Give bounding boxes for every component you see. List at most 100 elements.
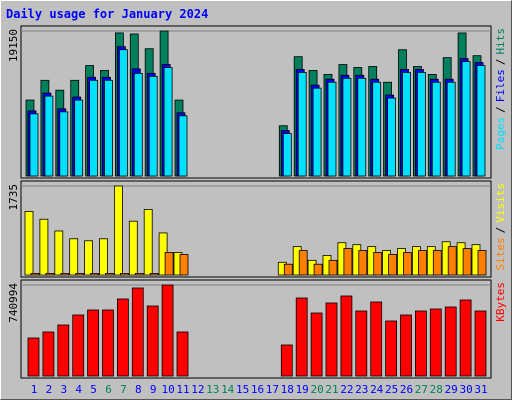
x-tick-label: 8 [135,383,142,396]
x-tick-label: 19 [296,383,309,396]
bar [117,298,129,377]
x-tick-label: 18 [281,383,294,396]
bar [131,287,144,377]
x-tick-label: 15 [236,383,249,396]
bar [42,331,55,377]
bar [476,65,486,177]
bar [99,238,108,276]
bar [310,312,323,377]
x-tick-label: 7 [120,383,127,396]
bar [312,87,322,177]
bar [282,133,292,177]
x-tick-label: 20 [310,383,323,396]
x-tick-label: 22 [340,383,353,396]
bar [90,273,99,276]
bar [57,324,70,377]
bar [143,209,153,276]
bar [30,273,40,276]
bar [343,248,353,276]
x-tick-label: 21 [325,383,338,396]
x-tick-label: 12 [191,383,204,396]
bar [89,79,98,177]
bar [120,273,129,276]
bar [462,248,472,276]
x-tick-label: 10 [161,383,174,396]
x-tick-label: 16 [251,383,264,396]
legend: KBytes [494,282,507,322]
x-tick-label: 28 [430,383,443,396]
bar [385,320,398,377]
legend-separator: / [494,59,507,66]
bar [325,302,338,377]
x-tick-label: 27 [415,383,428,396]
y-tick-label: 19150 [7,29,20,62]
bar [370,301,383,377]
x-tick-label: 24 [370,383,384,396]
x-tick-label: 31 [474,383,487,396]
bar [87,309,99,377]
bar [104,79,113,177]
x-tick-label: 6 [105,383,112,396]
y-tick-label: 740994 [7,283,20,323]
legend-entry: Files [494,69,507,102]
x-tick-label: 23 [355,383,368,396]
legend-entry: KBytes [494,282,507,322]
legend: Pages / Files / Hits [494,28,507,150]
bar [402,72,411,177]
x-tick-label: 1 [31,383,38,396]
bar [342,77,352,177]
bar [328,259,338,276]
bar [178,115,188,177]
bar [403,252,412,276]
legend-entry: Hits [494,28,507,55]
bar [400,314,412,377]
x-tick-label: 17 [266,383,279,396]
bar [75,273,85,276]
bar [24,210,34,276]
bar [474,310,487,377]
bar [357,77,367,177]
bar [72,314,85,377]
x-tick-label: 25 [385,383,398,396]
x-tick-label: 14 [221,383,235,396]
bar [461,61,471,177]
x-tick-label: 13 [206,383,219,396]
bar [477,250,487,276]
bar [459,299,472,377]
bar [373,252,383,276]
x-tick-label: 5 [90,383,97,396]
x-tick-label: 26 [400,383,413,396]
bar [298,250,308,276]
bar [128,220,138,276]
bar [416,72,426,177]
bar [102,309,114,377]
bar [388,254,398,276]
legend-entry: Sites [494,237,507,270]
x-tick-label: 3 [60,383,67,396]
bar [146,305,159,377]
bar [431,81,441,177]
bar [417,250,427,276]
bar [176,331,189,377]
bar [414,310,427,377]
bar [54,230,64,276]
panel [20,25,492,179]
bar [59,111,69,177]
bar [45,273,55,276]
bar [297,72,307,177]
bar [69,238,79,276]
bar [119,49,128,177]
bar [179,254,189,276]
legend-entry: Visits [494,183,507,223]
bar [114,185,123,276]
x-tick-label: 30 [459,383,472,396]
bar [446,81,456,177]
panel [20,279,492,379]
bar [60,273,70,276]
bar [313,263,323,276]
bar [161,284,174,377]
bar [74,99,84,177]
bar [29,113,39,177]
